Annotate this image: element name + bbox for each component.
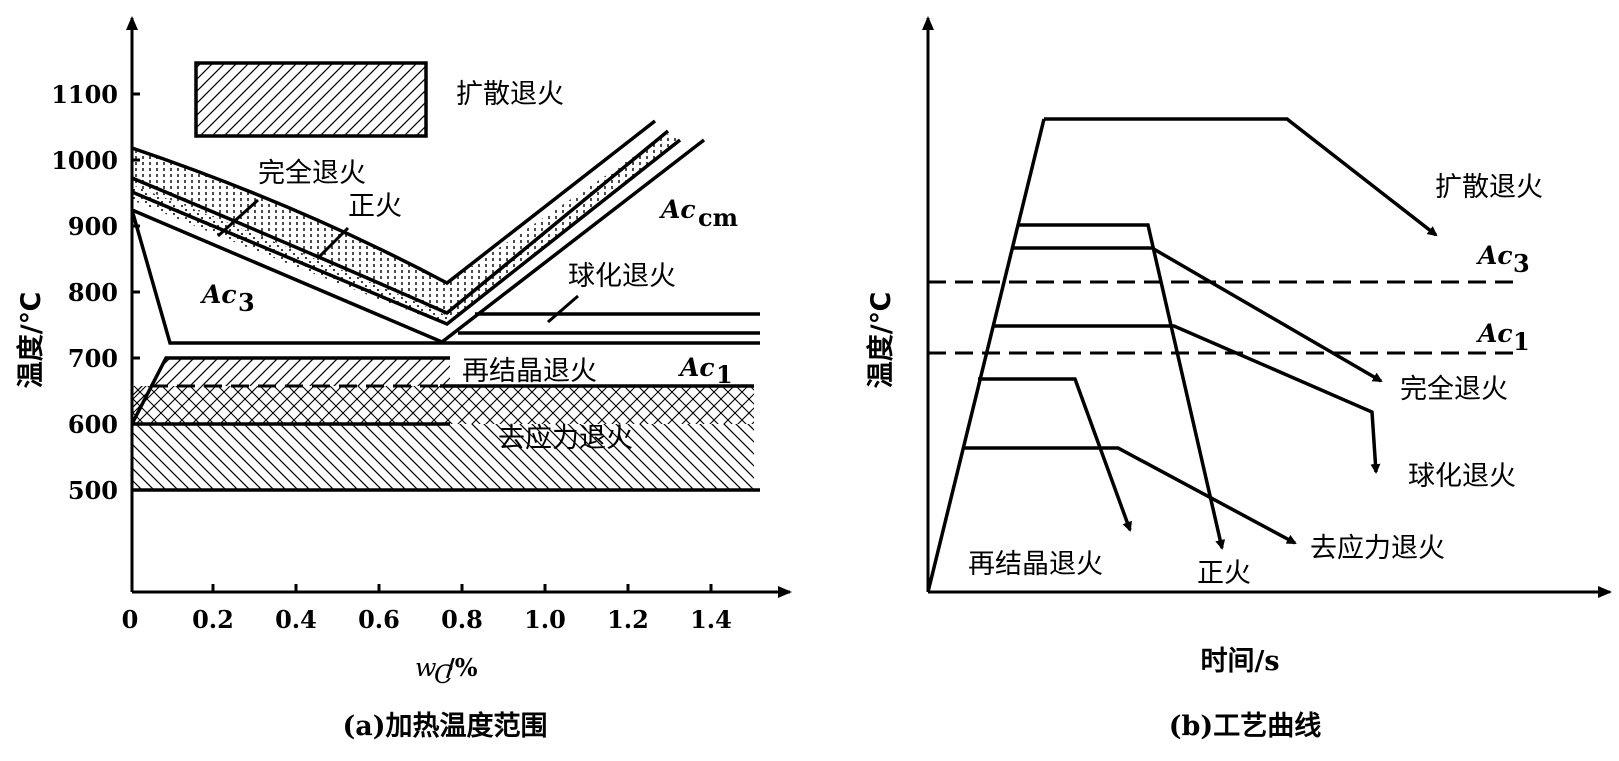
svg-text:Ac: Ac [659,195,696,224]
svg-text:3: 3 [238,288,255,317]
curve-normalizing [1018,223,1226,550]
panel-b-caption: (b)工艺曲线 [1169,711,1321,742]
label-full-annealing: 完全退火 [258,158,366,189]
label-b-recrystallization: 再结晶退火 [968,549,1103,580]
x-tick-0: 0 [122,605,139,634]
label-b-full: 完全退火 [1400,374,1508,405]
y-tick-900: 900 [68,212,118,241]
curve-full-annealing [1012,246,1383,383]
label-ac1: Ac 1 [678,353,733,389]
x-tick-0-8: 0.8 [441,605,483,634]
y-tick-700: 700 [68,344,118,373]
full-annealing-band [132,185,452,325]
label-accm: Ac cm [659,195,738,232]
svg-text:Ac: Ac [200,280,237,309]
svg-text:Ac: Ac [1476,319,1513,348]
svg-text:w: w [415,653,436,682]
panel-a-caption: (a)加热温度范围 [342,710,547,742]
label-b-normalizing: 正火 [1197,558,1251,589]
svg-text:Ac: Ac [1476,241,1513,270]
y-tick-1000: 1000 [51,146,118,175]
y-tick-600: 600 [68,410,118,439]
normalizing-leader [316,226,350,260]
panel-a: 1100 1000 900 800 700 600 500 0 0.2 0.4 … [15,16,792,742]
panel-a-x-ticks: 0 0.2 0.4 0.6 0.8 1.0 1.2 1.4 [122,584,732,634]
spheroidizing-leader [547,294,579,324]
y-tick-500: 500 [68,476,118,505]
recrystallization-region [132,358,450,424]
x-tick-0-6: 0.6 [358,605,400,634]
label-b-ac1: Ac 1 [1476,319,1530,356]
x-tick-1-4: 1.4 [690,605,732,634]
label-b-spheroidizing: 球化退火 [1408,461,1516,492]
label-ac3: Ac 3 [200,280,255,317]
ac3-accm-curve [131,138,706,345]
x-tick-0-2: 0.2 [192,605,234,634]
panel-b: 温度/℃ 时间/s 扩散退火 Ac 3 Ac 1 完全退火 球化退火 去应力退火 [865,16,1612,742]
normalizing-band [132,134,680,318]
curve-stress-relief [962,446,1297,545]
label-b-stress-relief: 去应力退火 [1310,533,1445,564]
svg-text:1: 1 [1513,327,1530,356]
y-tick-800: 800 [68,278,118,307]
svg-text:3: 3 [1513,249,1530,278]
heating-ramp [926,118,1046,593]
svg-text:C: C [434,660,453,689]
x-tick-0-4: 0.4 [275,605,317,634]
full-annealing-leader [216,198,260,238]
ac3-left-boundary [130,209,760,345]
panel-a-y-label: 温度/℃ [15,292,47,389]
x-tick-1-2: 1.2 [607,605,649,634]
stress-relief-region [132,424,754,490]
label-stress-relief: 去应力退火 [498,423,633,454]
label-b-diffusion: 扩散退火 [1435,172,1543,203]
svg-text:/%: /% [446,653,478,682]
stress-relief-recrystallization-overlap [132,386,754,424]
label-diffusion-annealing: 扩散退火 [456,79,564,110]
x-tick-1-0: 1.0 [524,605,566,634]
full-annealing-mid-curve [131,138,682,327]
label-b-ac3: Ac 3 [1476,241,1530,278]
full-annealing-upper-curve [131,129,670,316]
svg-text:cm: cm [698,203,738,232]
curve-recrystallization [978,377,1132,532]
label-recrystallization: 再结晶退火 [462,356,597,387]
normalizing-upper-curve [131,119,657,286]
diffusion-annealing-region [194,61,428,138]
svg-text:1: 1 [716,360,733,389]
y-tick-1100: 1100 [51,80,118,109]
panel-a-x-label: w C /% [415,653,478,689]
recrystallization-upper-boundary [130,356,450,425]
panel-b-y-label: 温度/℃ [865,292,897,389]
label-spheroidizing: 球化退火 [568,261,676,292]
curve-spheroidizing [992,324,1381,474]
svg-text:Ac: Ac [678,353,715,382]
label-normalizing: 正火 [348,191,402,222]
panel-b-x-label: 时间/s [1200,646,1279,677]
curve-diffusion-annealing [1044,117,1438,237]
panel-a-y-ticks: 1100 1000 900 800 700 600 500 [51,80,140,505]
